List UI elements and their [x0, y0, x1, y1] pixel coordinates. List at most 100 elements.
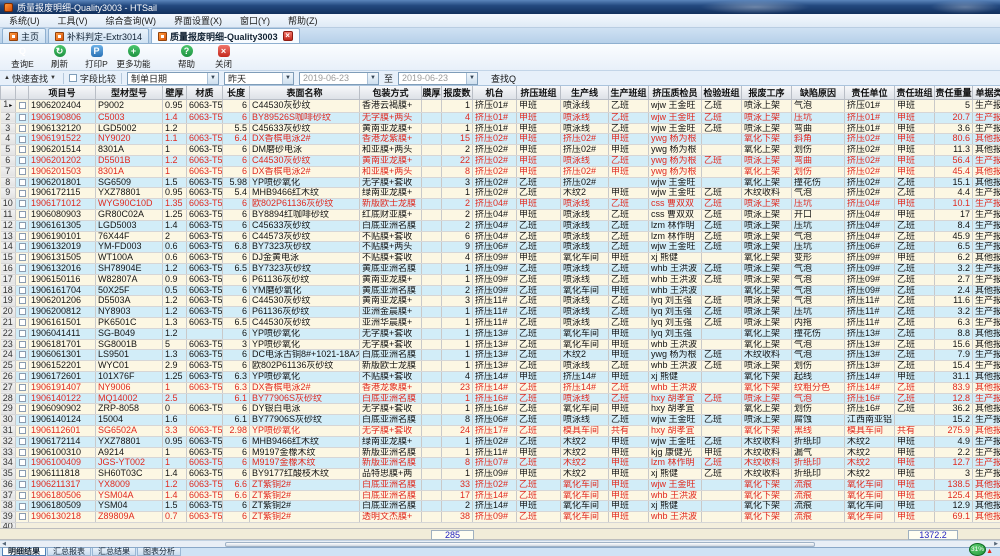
- table-row[interactable]: 36 1906211317 YX8009 1.2 6063-T5 6.6 ZT紫铜2# 白底亚…: [0, 479, 1000, 491]
- column-header-19[interactable]: 责任重量: [934, 86, 973, 100]
- help-button[interactable]: ? 帮助: [168, 44, 205, 70]
- table-row[interactable]: 27 1906191407 NY9006 1 6063-T5 6.3 DX香槟电泳2# 香港龙…: [0, 382, 1000, 394]
- row-checkbox[interactable]: [18, 124, 26, 132]
- column-header-13[interactable]: 挤压质检员: [648, 86, 702, 100]
- row-checkbox[interactable]: [18, 405, 26, 413]
- row-checkbox[interactable]: [18, 470, 26, 478]
- row-checkbox[interactable]: [18, 351, 26, 359]
- bottom-tab-3[interactable]: 图表分析: [137, 547, 181, 556]
- window-tab-2[interactable]: 质量报废明细-Quality3003 ×: [151, 28, 300, 43]
- menu-item-4[interactable]: 窗口(Y): [240, 16, 270, 26]
- column-header-18[interactable]: 责任班组: [894, 86, 935, 100]
- row-checkbox[interactable]: [18, 513, 26, 521]
- refresh-button[interactable]: ↻ 刷新: [41, 44, 78, 70]
- date-to-select[interactable]: 2019-06-23 ▼: [397, 71, 478, 85]
- column-header-14[interactable]: 检验班组: [701, 86, 742, 100]
- row-checkbox[interactable]: [18, 383, 26, 391]
- row-checkbox[interactable]: [18, 232, 26, 240]
- row-checkbox[interactable]: [18, 113, 26, 121]
- collapse-panel-icon[interactable]: ▲: [4, 75, 10, 81]
- scrollbar-thumb[interactable]: [225, 542, 815, 547]
- column-header-20[interactable]: 单据类型: [972, 86, 1000, 100]
- table-row[interactable]: 32 1906172114 YXZ78801 0.95 6063-T5 6 MHB9466红…: [0, 436, 1000, 448]
- row-checkbox[interactable]: [18, 265, 26, 273]
- table-row[interactable]: 16 1906132016 SH78904E 1.2 6063-T5 6.5 BY7323灰…: [0, 263, 1000, 275]
- row-checkbox[interactable]: [18, 481, 26, 489]
- row-checkbox[interactable]: [18, 502, 26, 510]
- column-header-16[interactable]: 缺陷原因: [791, 86, 845, 100]
- row-checkbox[interactable]: [18, 200, 26, 208]
- table-row[interactable]: 37 1906180506 YSM04A 1.4 6063-T5 6.6 ZT紫铜2# 白底亚…: [0, 490, 1000, 502]
- table-row[interactable]: 19 1906201206 D5503A 1.2 6063-T5 6 C44530灰砂纹 黄南…: [0, 295, 1000, 308]
- row-checkbox[interactable]: [18, 427, 26, 435]
- column-header-10[interactable]: 挤压班组: [516, 86, 561, 100]
- row-checkbox[interactable]: [18, 329, 26, 337]
- table-row[interactable]: 31 1906112601 SG6502A 3.3 6063-T5 2.98 YP喷砂氧化无…: [0, 425, 1000, 437]
- table-row[interactable]: 24 1906061301 LS9501 1.3 6063-T5 6 DC电泳古铜8#+10…: [0, 349, 1000, 362]
- row-checkbox[interactable]: [18, 286, 26, 294]
- table-row[interactable]: 5 1906201514 8301A 1 6063-T5 6 DM磨砂电泳 和亚膜+两头 2 挤压…: [0, 144, 1000, 156]
- row-checkbox[interactable]: [18, 146, 26, 154]
- row-checkbox[interactable]: [18, 491, 26, 499]
- menu-item-2[interactable]: 综合查询(W): [105, 16, 157, 26]
- chevron-down-icon[interactable]: ▼: [206, 72, 218, 84]
- row-checkbox[interactable]: [18, 448, 26, 456]
- column-header-15[interactable]: 报废工序: [741, 86, 792, 100]
- table-row[interactable]: 12 1906161305 LGD5003 1.4 6063-T5 6 C45633灰砂纹白…: [0, 220, 1000, 232]
- column-header-12[interactable]: 生产班组: [608, 86, 649, 100]
- row-checkbox[interactable]: [18, 189, 26, 197]
- field-compare-checkbox[interactable]: [68, 74, 77, 82]
- table-row[interactable]: 21 1906161501 PK6501C 1.3 6063-T5 6.5 C44530灰砂…: [0, 317, 1000, 329]
- table-row[interactable]: 6 1906201202 D5501B 1.2 6063-T5 6 C44530灰砂纹 黄南亚…: [0, 155, 1000, 167]
- table-row[interactable]: 35 1906111818 SH60T03C 1.4 6063-T5 6 BY9177红酸枝…: [0, 468, 1000, 480]
- table-row[interactable]: 17 1906150116 W82807A 0.9 6063-T5 6 P61136灰砂纹黄…: [0, 274, 1000, 286]
- date-field-select[interactable]: 制单日期 ▼: [126, 71, 219, 85]
- table-row[interactable]: 25 1906152201 WYC01 2.9 6063-T5 6 欧802P61136灰砂…: [0, 360, 1000, 372]
- column-header-1[interactable]: 型材型号: [95, 86, 163, 100]
- row-checkbox[interactable]: [18, 459, 26, 467]
- table-row[interactable]: 8 1906201801 SG6509 1.5 6063-T5 5.98 YP喷砂氧化 无字膜…: [0, 177, 1000, 189]
- table-row[interactable]: 18 1906161704 50X25F 0.5 6063-T5 6 YM磨砂氧化 黄底亚洲名…: [0, 285, 1000, 297]
- row-checkbox[interactable]: [18, 362, 26, 370]
- search-button[interactable]: 查找Q: [490, 73, 516, 84]
- window-tab-0[interactable]: 主页: [2, 28, 47, 43]
- table-row[interactable]: 7 1906201503 8301A 1 6063-T5 6 DX香槟电泳2# 和亚膜+两头 8…: [0, 166, 1000, 178]
- row-checkbox[interactable]: [18, 254, 26, 262]
- row-checkbox[interactable]: [18, 373, 26, 381]
- table-row[interactable]: 23 1906181701 SG8001B 5 6063-T5 3 YP喷砂氧化 无字膜+套收…: [0, 339, 1000, 351]
- row-checkbox[interactable]: [18, 416, 26, 424]
- range-preset-select[interactable]: 昨天 ▼: [223, 71, 294, 85]
- table-row[interactable]: 15 1906131505 WT100A 0.6 6063-T5 6 DJ金黄电泳 不贴膜+套…: [0, 252, 1000, 264]
- bottom-tab-0[interactable]: 明细结果: [2, 547, 46, 556]
- row-checkbox[interactable]: [18, 275, 26, 283]
- table-row[interactable]: 11 1906080903 GR80C02A 1.25 6063-T5 6 BY8894红咖…: [0, 209, 1000, 221]
- menu-item-0[interactable]: 系统(U): [9, 16, 40, 26]
- table-row[interactable]: 39 1906130218 Z89809A 0.7 6063-T5 6 ZT紫铜2# 透明文杰…: [0, 511, 1000, 524]
- bottom-tab-2[interactable]: 汇总结果: [92, 547, 136, 556]
- table-row[interactable]: 10 1906171012 WYG90C10D 1.35 6063-T5 6 欧802P61…: [0, 198, 1000, 210]
- column-header-9[interactable]: 机台: [472, 86, 517, 100]
- column-header-3[interactable]: 材质: [186, 86, 223, 100]
- table-row[interactable]: 22 1906041411 SG-B049 1.2 6 YP喷砂氧化 无字膜+套收 1 挤压13…: [0, 328, 1000, 340]
- table-row[interactable]: 9 1906172115 YXZ78801 0.95 6063-T5 5.4 MHB9466…: [0, 187, 1000, 200]
- column-header-0[interactable]: 项目号: [28, 86, 96, 100]
- table-row[interactable]: 28 1906140122 MQ14002 2.5 6.1 BY77906S灰砂纹 白底亚洲…: [0, 393, 1000, 405]
- table-row[interactable]: 20 1906200812 NY8903 1.2 6063-T5 6 P61136灰砂纹 亚洲…: [0, 306, 1000, 318]
- column-header-8[interactable]: 报废数: [441, 86, 473, 100]
- row-checkbox[interactable]: [18, 178, 26, 186]
- chevron-down-icon[interactable]: ▼: [281, 72, 293, 84]
- window-tab-1[interactable]: 补料判定-Extr3014: [48, 28, 150, 43]
- chevron-down-icon[interactable]: ▼: [366, 72, 378, 84]
- horizontal-scrollbar[interactable]: ◀ ▶: [0, 540, 1000, 547]
- column-header-6[interactable]: 包装方式: [359, 86, 422, 100]
- column-header-4[interactable]: 长度: [222, 86, 250, 100]
- column-header-17[interactable]: 责任单位: [844, 86, 895, 100]
- chevron-down-icon[interactable]: ▼: [465, 72, 477, 84]
- quick-find-label[interactable]: 快速查找: [11, 73, 48, 84]
- table-row[interactable]: 29 1906090902 ZRP-8058 0 6063-T5 6 DY银白电泳 无字膜+套…: [0, 403, 1000, 416]
- table-row[interactable]: 26 1906172601 101X76F 1.25 6063-T5 6.3 YP喷砂氧化不…: [0, 371, 1000, 383]
- table-row[interactable]: 4 1906191522 NY9020 1.1 6063-T5 6.4 DX香槟电泳2# 香港…: [0, 133, 1000, 146]
- row-checkbox[interactable]: [18, 319, 26, 327]
- table-row[interactable]: 13 1906190101 76X44F 2 6063-T5 6 C44573灰砂纹 不贴膜+…: [0, 231, 1000, 243]
- table-row[interactable]: 14 1906132019 YM-FD003 0.6 6063-T5 6.8 BY7323灰…: [0, 241, 1000, 254]
